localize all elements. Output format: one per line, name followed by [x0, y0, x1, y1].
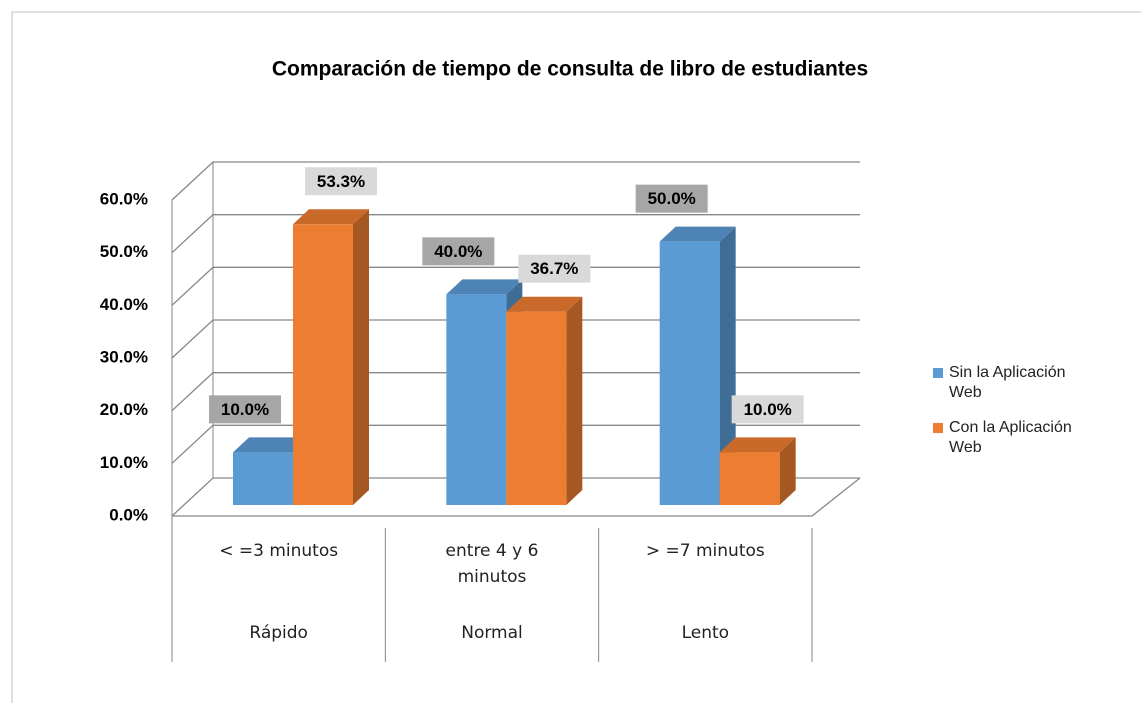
legend-line: Web [949, 439, 982, 456]
data-label: 36.7% [530, 259, 578, 278]
floor-edge [172, 477, 861, 517]
data-label: 50.0% [648, 189, 696, 208]
legend-label: Con la Aplicación Web [949, 419, 1072, 456]
bar [446, 294, 507, 505]
bar [659, 241, 720, 505]
bar [719, 452, 780, 505]
bar [293, 224, 353, 505]
legend-line: Con la Aplicación [949, 419, 1072, 436]
data-label-box [731, 395, 804, 424]
y-tick-label: 0.0% [109, 505, 148, 524]
chart-title: Comparación de tiempo de consulta de lib… [272, 58, 868, 81]
x-tick-label: < =3 minutos [219, 541, 339, 561]
y-tick-label: 10.0% [100, 453, 148, 472]
group-label: Lento [681, 623, 730, 643]
y-tick-label: 50.0% [100, 242, 148, 261]
legend-line: Sin la Aplicación [949, 364, 1066, 381]
bar-side [353, 209, 369, 505]
data-label-box [305, 167, 377, 196]
bar-top [659, 226, 736, 242]
data-label: 10.0% [221, 400, 269, 419]
data-label: 10.0% [744, 400, 792, 419]
y-tick-label: 60.0% [100, 189, 148, 208]
bar-top [446, 279, 523, 295]
grid-line [171, 161, 860, 201]
group-label: Normal [461, 623, 523, 643]
chart-border [11, 11, 1141, 703]
data-label-box [518, 254, 591, 283]
legend-line: Web [949, 384, 982, 401]
y-tick-label: 20.0% [100, 400, 148, 419]
bar [506, 311, 567, 505]
bar [233, 452, 293, 505]
data-label: 40.0% [434, 242, 482, 261]
bar-top [506, 296, 583, 312]
y-tick-label: 40.0% [100, 295, 148, 314]
bar-top [233, 437, 309, 453]
legend-swatch [933, 423, 943, 433]
legend-label: Sin la Aplicación Web [949, 364, 1066, 401]
x-tick-label: > =7 minutos [645, 541, 765, 561]
bar-top [719, 437, 796, 453]
data-label: 53.3% [317, 172, 365, 191]
bar-side [566, 296, 583, 505]
bar-side [779, 437, 796, 505]
grid-line [171, 214, 860, 254]
legend-swatch [933, 368, 943, 378]
bar-top [293, 209, 369, 225]
data-label-box [422, 237, 495, 266]
data-label-box [209, 395, 281, 424]
y-tick-label: 30.0% [100, 347, 148, 366]
group-label: Rápido [249, 623, 308, 643]
data-label-box [635, 184, 708, 213]
x-tick-label: entre 4 y 6 minutos [445, 541, 539, 587]
bar-side [719, 226, 736, 505]
